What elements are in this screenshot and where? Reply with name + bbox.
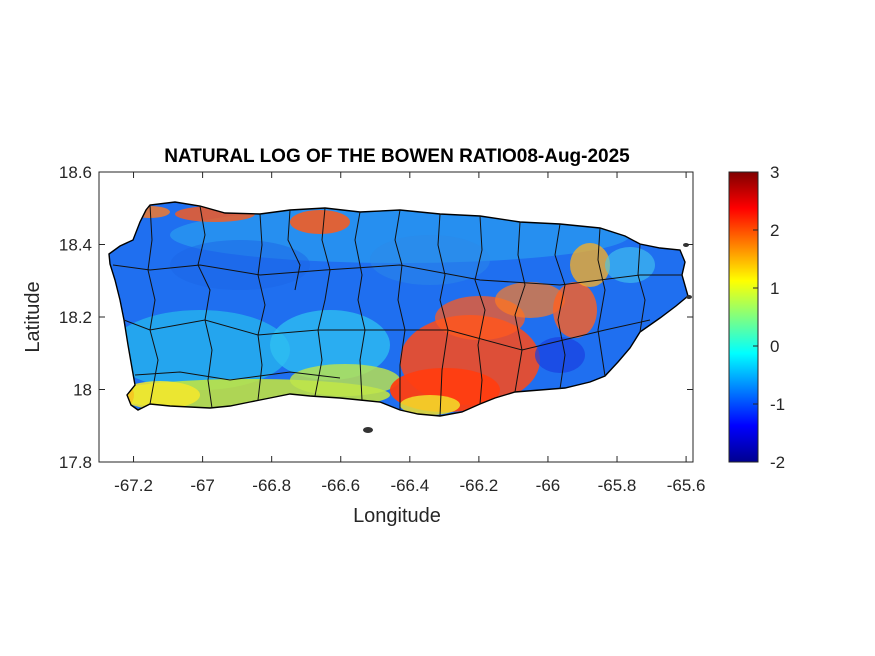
field-patch	[535, 337, 585, 373]
y-tick-label: 18.6	[59, 163, 92, 182]
island-outline	[108, 201, 689, 417]
x-axis-label: Longitude	[353, 505, 441, 527]
field-patch	[370, 235, 490, 285]
y-tick-label: 18.2	[59, 308, 92, 327]
field-patch	[605, 247, 655, 283]
municipality-boundary	[437, 213, 449, 417]
municipality-boundary	[287, 209, 301, 291]
municipality-boundary	[257, 213, 266, 401]
x-tick-label: -65.6	[667, 476, 706, 495]
field-patch	[400, 395, 460, 415]
municipality-boundary	[147, 204, 159, 405]
field-patch	[570, 243, 610, 287]
x-tick-label: -66.4	[390, 476, 429, 495]
municipality-boundary	[123, 319, 651, 351]
x-axis-ticks: -67.2 -67 -66.8 -66.6 -66.4 -66.2 -66 -65.8 -65.…	[114, 172, 705, 495]
field-patch	[120, 381, 200, 409]
islet	[363, 427, 373, 433]
municipality-boundaries	[112, 204, 682, 417]
y-tick-label: 18.4	[59, 236, 92, 255]
y-tick-label: 18	[73, 381, 92, 400]
municipality-boundary	[134, 371, 341, 381]
x-tick-label: -67	[190, 476, 215, 495]
municipality-boundary	[514, 221, 526, 393]
field-patch	[290, 364, 400, 396]
x-tick-label: -67.2	[114, 476, 153, 495]
y-axis-label: Latitude	[22, 281, 44, 352]
municipality-boundary	[474, 215, 486, 405]
x-tick-label: -66.8	[252, 476, 291, 495]
colorbar-tick-label: 0	[770, 337, 779, 356]
field-patch	[553, 282, 597, 338]
colorbar-ticks: -2 -1 0 1 2 3	[753, 163, 785, 472]
colorbar-tick-label: -2	[770, 453, 785, 472]
y-tick-label: 17.8	[59, 453, 92, 472]
map-title: NATURAL LOG OF THE BOWEN RATIO08-Aug-202…	[164, 146, 630, 167]
colorbar	[728, 171, 759, 463]
field-patch	[170, 240, 310, 290]
municipality-boundary	[354, 211, 366, 401]
field-patch	[495, 282, 565, 318]
x-tick-label: -66.2	[460, 476, 499, 495]
y-axis-ticks: 17.8 18 18.2 18.4 18.6	[59, 163, 693, 472]
field-patch	[110, 310, 290, 390]
municipality-boundary	[597, 227, 606, 377]
municipality-boundary	[112, 264, 682, 286]
colorbar-tick-label: 1	[770, 279, 779, 298]
municipality-boundary	[554, 223, 566, 390]
colorbar-tick-label: 3	[770, 163, 779, 182]
x-tick-label: -65.8	[598, 476, 637, 495]
x-tick-label: -66	[536, 476, 561, 495]
colorbar-tick-label: -1	[770, 395, 785, 414]
colorbar-tick-label: 2	[770, 221, 779, 240]
municipality-boundary	[197, 205, 213, 409]
islet	[686, 295, 692, 299]
field-patch	[290, 210, 350, 234]
x-tick-label: -66.6	[321, 476, 360, 495]
municipality-boundary	[637, 243, 646, 333]
municipality-boundary	[314, 207, 331, 397]
municipality-boundary	[394, 209, 406, 410]
